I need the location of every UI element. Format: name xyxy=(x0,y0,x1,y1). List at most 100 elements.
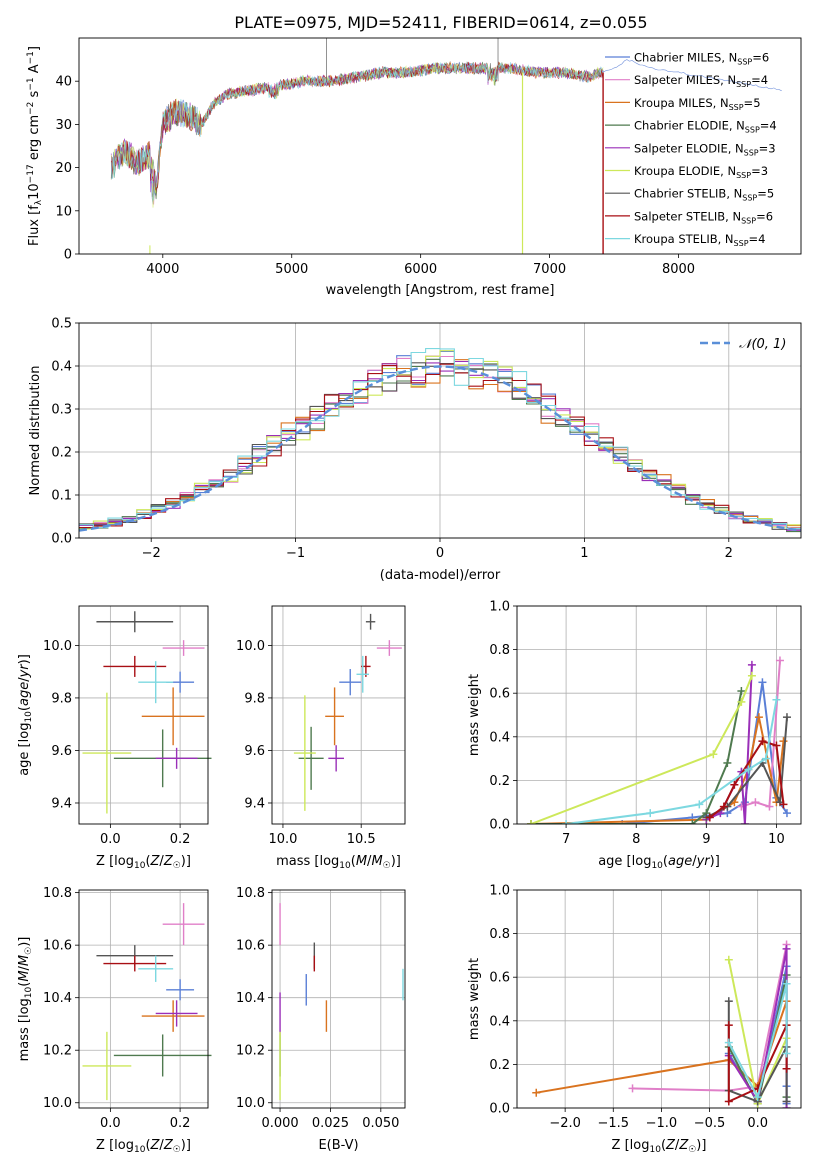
x-tick-label: 6000 xyxy=(404,262,437,277)
y-tick-label: 10.4 xyxy=(43,991,72,1006)
weight-marker xyxy=(688,820,697,824)
data-point-3 xyxy=(141,1000,205,1032)
data-point-5 xyxy=(328,745,344,772)
panel-age_vs_mass: 10.0 10.5 9.4 9.6 9.8 10.0 mass [log10(M/M☉)] xyxy=(236,605,406,871)
weight-marker xyxy=(758,737,767,746)
axes-frame xyxy=(271,889,406,1109)
weight-marker xyxy=(709,750,718,759)
spectrum-line-4 xyxy=(110,61,604,199)
x-tick-label: −2 xyxy=(142,546,161,561)
weight-line-1 xyxy=(531,682,788,824)
y-tick-label: 10.8 xyxy=(236,886,265,901)
legend-label: Kroupa ELODIE, NSSP=3 xyxy=(634,164,768,180)
y-axis-label: Flux [fλ10−17 erg cm−2 s−1 A−1] xyxy=(26,46,44,246)
plot-area xyxy=(527,656,791,824)
spectrum-line-9 xyxy=(110,61,604,201)
y-tick-label: 0.5 xyxy=(51,317,72,332)
x-tick-label: 0.0 xyxy=(747,1116,768,1131)
y-tick-label: 9.8 xyxy=(244,691,265,706)
weight-marker xyxy=(724,997,733,1006)
spectrum-line-2 xyxy=(110,62,604,205)
x-tick-label: 7000 xyxy=(533,262,566,277)
legend-label: Kroupa MILES, NSSP=5 xyxy=(634,96,761,112)
y-tick-label: 9.6 xyxy=(51,744,72,759)
legend-label: Salpeter STELIB, NSSP=6 xyxy=(634,209,773,225)
x-axis-label: mass [log10(M/M☉)] xyxy=(276,854,401,871)
y-axis-label: age [log10(age/yr)] xyxy=(17,654,34,776)
y-tick-label: 0.2 xyxy=(489,1058,510,1073)
weight-line-2 xyxy=(741,660,781,808)
data-point-4 xyxy=(298,726,324,790)
data-point-6 xyxy=(82,1031,132,1101)
plot-area xyxy=(82,903,212,1101)
y-tick-label: 10.0 xyxy=(43,1096,72,1111)
y-tick-label: 1.0 xyxy=(489,600,510,615)
weight-marker xyxy=(782,1064,791,1073)
x-tick-label: 10 xyxy=(768,832,785,847)
x-axis-label: wavelength [Angstrom, rest frame] xyxy=(326,283,555,298)
x-axis-label: Z [log10(Z/Z☉)] xyxy=(96,854,191,871)
data-point-1 xyxy=(166,979,195,1001)
weight-marker xyxy=(737,687,746,696)
data-point-7 xyxy=(96,611,174,633)
legend-label: Chabrier STELIB, NSSP=5 xyxy=(634,187,774,203)
x-tick-label: 0.0 xyxy=(100,1116,121,1131)
weight-marker xyxy=(772,695,781,704)
histogram-3 xyxy=(79,359,801,527)
weight-marker xyxy=(740,820,749,824)
y-tick-label: 10.2 xyxy=(43,1044,72,1059)
y-tick-label: 0.0 xyxy=(489,818,510,833)
y-axis-label: mass [log10(M/M☉)] xyxy=(17,937,34,1062)
x-tick-label: 0.025 xyxy=(312,1116,349,1131)
data-point-9 xyxy=(138,955,174,982)
weight-marker xyxy=(724,1038,733,1047)
panel-mass_weight_vs_Z: −2.0 −1.5 −1.0 −0.5 0.0 0.0 0.2 0.4 0.6 0.8 1.0 Z [… xyxy=(467,884,802,1155)
y-tick-label: 0.2 xyxy=(489,774,510,789)
y-tick-label: 20 xyxy=(55,161,72,176)
axes-frame xyxy=(78,322,802,539)
y-tick-label: 0.4 xyxy=(51,360,72,375)
spectrum-line-8 xyxy=(110,61,604,195)
y-tick-label: 10.0 xyxy=(236,639,265,654)
histogram-6 xyxy=(79,350,801,530)
data-point-6 xyxy=(293,695,316,811)
y-tick-label: 1.0 xyxy=(489,884,510,899)
weight-line-9 xyxy=(565,699,778,824)
x-tick-label: 0 xyxy=(436,546,444,561)
weight-marker xyxy=(527,820,536,824)
panel-mass_vs_EBV: 0.000 0.025 0.050 10.0 10.2 10.4 10.6 10.8 E(B-V… xyxy=(236,886,406,1153)
figure-title: PLATE=0975, MJD=52411, FIBERID=0614, z=0… xyxy=(234,13,647,32)
y-tick-label: 0.0 xyxy=(489,1102,510,1117)
weight-marker xyxy=(747,660,756,669)
weight-marker xyxy=(532,1088,541,1097)
y-tick-label: 0 xyxy=(64,248,72,263)
weight-marker xyxy=(782,713,791,722)
weight-marker xyxy=(695,800,704,809)
weight-marker xyxy=(753,1093,762,1102)
x-tick-label: 0.000 xyxy=(261,1116,298,1131)
y-tick-label: 10 xyxy=(55,204,72,219)
axes-frame xyxy=(516,889,802,1109)
x-axis-label: Z [log10(Z/Z☉)] xyxy=(612,1138,707,1155)
x-tick-label: −2.0 xyxy=(549,1116,581,1131)
weight-marker xyxy=(782,944,791,953)
y-tick-label: 9.4 xyxy=(51,796,72,811)
axes-frame xyxy=(78,605,209,825)
data-point-9 xyxy=(356,655,370,693)
legend-label: Salpeter ELODIE, NSSP=3 xyxy=(634,141,776,157)
weight-marker xyxy=(779,737,788,746)
panel-mass_weight_vs_age: 7 8 9 10 0.0 0.2 0.4 0.6 0.8 1.0 age [log10(age/yr… xyxy=(467,600,802,871)
y-tick-label: 9.6 xyxy=(244,744,265,759)
y-tick-label: 10.0 xyxy=(43,639,72,654)
x-tick-label: 2 xyxy=(725,546,733,561)
y-tick-label: 10.2 xyxy=(236,1044,265,1059)
y-tick-label: 40 xyxy=(55,75,72,90)
y-tick-label: 10.0 xyxy=(236,1096,265,1111)
weight-marker xyxy=(754,713,763,722)
x-tick-label: 0.2 xyxy=(170,1116,191,1131)
weight-line-9 xyxy=(727,983,788,1100)
legend-label: Chabrier ELODIE, NSSP=4 xyxy=(634,119,777,135)
histogram-8 xyxy=(79,363,801,529)
x-tick-label: −1.5 xyxy=(597,1116,629,1131)
